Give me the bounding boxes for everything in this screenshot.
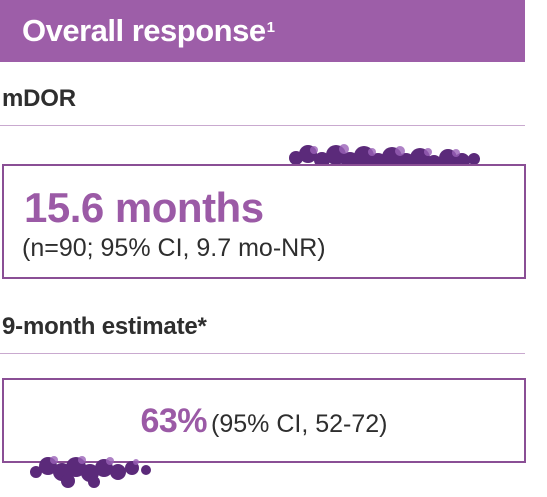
mdor-value: 15.6 months	[24, 184, 264, 231]
estimate-value: 63%	[140, 402, 208, 440]
header-footnote-marker: 1	[266, 18, 275, 36]
mdor-label: mDOR	[2, 85, 76, 112]
section-header: Overall response 1	[0, 0, 525, 62]
estimate-detail: (95% CI, 52-72)	[211, 410, 388, 438]
estimate-row: 63% (95% CI, 52-72)	[4, 402, 524, 441]
estimate-label: 9-month estimate*	[2, 313, 207, 340]
mdor-detail: (n=90; 95% CI, 9.7 mo-NR)	[22, 234, 326, 262]
header-title: Overall response	[22, 13, 266, 48]
estimate-card: 63% (95% CI, 52-72)	[2, 378, 526, 463]
molecule-cluster-icon	[30, 456, 151, 488]
divider	[0, 125, 525, 126]
mdor-card: 15.6 months (n=90; 95% CI, 9.7 mo-NR)	[2, 164, 526, 279]
divider	[0, 353, 525, 354]
